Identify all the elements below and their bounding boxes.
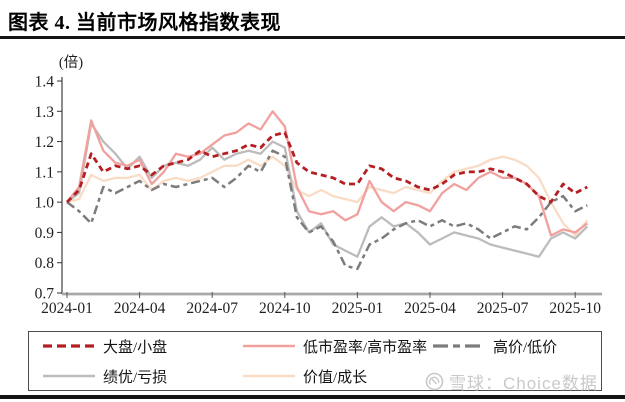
x-tick-label: 2025-04 — [404, 300, 456, 317]
x-tick-label: 2024-07 — [186, 300, 238, 317]
x-tick-label: 2024-01 — [41, 300, 93, 317]
solid-line-icon — [243, 344, 295, 348]
xueqiu-logo-icon — [425, 372, 444, 391]
legend-item-large-vs-small-cap: 大盘/小盘 — [42, 336, 242, 357]
y-tick-label: 0.8 — [35, 255, 55, 272]
dashed-line-icon — [43, 344, 95, 348]
y-tick-label: 1.4 — [35, 74, 55, 91]
legend-label: 价值/成长 — [303, 369, 368, 386]
y-tick-label: 0.9 — [35, 225, 55, 242]
legend-label: 绩优/亏损 — [103, 369, 168, 386]
watermark: 雪球：Choice数据 — [425, 369, 598, 394]
y-axis-unit-label: (倍) — [59, 54, 83, 71]
watermark-text: 雪球：Choice数据 — [449, 374, 598, 393]
y-tick-label: 1.1 — [35, 164, 54, 181]
legend-item-profit-vs-loss: 绩优/亏损 — [42, 366, 242, 387]
series-line-1 — [66, 110, 588, 237]
series-line-0 — [66, 131, 588, 204]
legend-label: 大盘/小盘 — [103, 339, 168, 356]
solid-line-icon — [43, 374, 95, 378]
x-tick-label: 2025-10 — [549, 300, 601, 317]
solid-line-icon — [243, 374, 295, 378]
title-divider — [0, 36, 625, 39]
x-tick-label: 2025-07 — [477, 300, 529, 317]
long-short-dash-line-icon — [433, 344, 485, 348]
y-tick-label: 1.0 — [35, 195, 55, 212]
y-tick-label: 0.7 — [35, 286, 55, 303]
y-tick-label: 1.2 — [35, 134, 54, 151]
chart-axes: 0.7 0.8 0.9 1.0 1.1 1.2 1.3 1.4 2024-01 2024-04 20… — [35, 74, 602, 317]
figure-title: 图表 4. 当前市场风格指数表现 — [8, 12, 281, 34]
legend-label: 高价/低价 — [493, 339, 558, 356]
legend-label: 低市盈率/高市盈率 — [303, 339, 428, 356]
legend-item-value-vs-growth: 价值/成长 — [242, 366, 432, 387]
x-tick-label: 2025-01 — [332, 300, 384, 317]
chart-legend: 大盘/小盘 低市盈率/高市盈率 高价/低价 绩优/亏损 价值/成长 — [28, 331, 602, 391]
chart-series — [66, 110, 589, 271]
style-index-line-chart: (倍) 0.7 0.8 0.9 1.0 1.1 1.2 1.3 1.4 2024-01 2024-… — [35, 54, 602, 317]
bottom-divider — [0, 395, 625, 399]
y-tick-label: 1.3 — [35, 104, 55, 121]
series-line-2 — [66, 149, 588, 271]
legend-item-low-vs-high-pe: 低市盈率/高市盈率 — [242, 336, 432, 357]
x-tick-label: 2024-04 — [114, 300, 166, 317]
legend-item-high-vs-low-price: 高价/低价 — [432, 336, 601, 357]
x-tick-label: 2024-10 — [259, 300, 311, 317]
series-line-3 — [66, 122, 589, 258]
